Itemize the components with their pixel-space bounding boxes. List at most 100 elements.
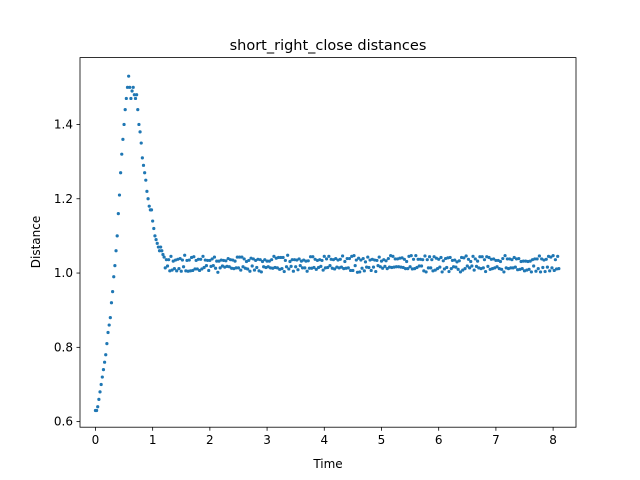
data-point [471,254,475,258]
data-point [205,258,210,263]
data-point [210,257,214,261]
data-point [362,269,366,273]
data-point [286,253,290,257]
data-point [482,258,487,262]
data-point [308,255,313,259]
data-point [250,264,254,268]
data-point [505,257,509,261]
y-tick-label: 1.4 [54,117,73,131]
data-point [153,234,157,238]
data-point [381,266,385,270]
data-point [265,259,269,263]
data-point [360,266,364,270]
data-point [456,267,460,271]
data-point [227,265,231,269]
data-point [464,254,468,258]
data-point [146,197,150,201]
data-point [111,290,115,294]
data-point [305,269,309,273]
data-point [108,316,112,320]
data-point [509,266,513,270]
data-point [536,266,540,271]
chart-title: short_right_close distances [230,38,427,54]
data-point [123,108,127,112]
data-point [469,259,473,264]
data-point [154,238,158,242]
data-point [533,257,537,261]
data-point [98,390,102,394]
data-point [280,266,284,271]
data-point [183,253,187,257]
data-point [453,258,457,262]
data-point [430,258,434,262]
data-point [353,264,357,268]
data-point [282,269,286,274]
data-point [161,252,165,257]
data-point [433,268,437,272]
data-point [478,255,482,259]
data-point [195,267,199,271]
data-point [281,255,285,260]
data-point [338,257,342,261]
data-point [144,178,148,182]
data-point [113,264,117,268]
data-point [501,256,505,261]
data-point [378,265,382,269]
data-point [298,264,302,268]
data-point [115,234,119,238]
data-point [101,368,106,372]
data-point [427,255,432,259]
data-point [484,269,488,274]
data-point [556,254,560,258]
data-point [463,266,467,271]
data-point [303,266,307,270]
data-point [379,259,384,263]
data-point [552,268,556,273]
data-point [267,259,271,263]
data-point [125,85,130,89]
data-point [322,254,326,258]
data-point [408,265,412,269]
data-point [275,266,279,270]
data-point [437,257,441,261]
data-point [357,256,361,260]
data-point [367,265,371,270]
data-point [502,270,506,274]
x-tick-label: 8 [549,433,557,447]
data-point [439,255,443,260]
data-point [103,360,107,364]
data-point [361,256,365,261]
data-point [112,275,116,279]
data-point [155,241,159,245]
data-point [532,264,536,268]
data-point [440,270,444,274]
data-point [197,268,202,273]
x-axis-ticks: 0 1 2 3 4 5 6 7 8 [92,427,557,447]
data-point [346,266,350,270]
data-point [167,258,171,262]
data-point [124,96,128,101]
data-point [127,74,131,78]
data-point [544,257,548,261]
data-point [394,265,398,269]
data-point [122,122,126,127]
data-point [160,249,164,253]
data-point [369,268,373,273]
data-point [96,405,100,409]
data-point [283,258,287,263]
data-point [432,255,436,259]
data-point [520,266,524,271]
data-point [99,382,103,387]
data-point [106,330,110,335]
data-point [300,266,305,270]
data-point [457,259,461,263]
data-point [128,85,132,89]
data-point [200,267,204,271]
data-point [406,266,410,271]
data-point [448,255,452,260]
data-point [481,266,485,270]
data-point [393,257,397,261]
data-point [354,258,358,262]
data-point [461,268,465,272]
